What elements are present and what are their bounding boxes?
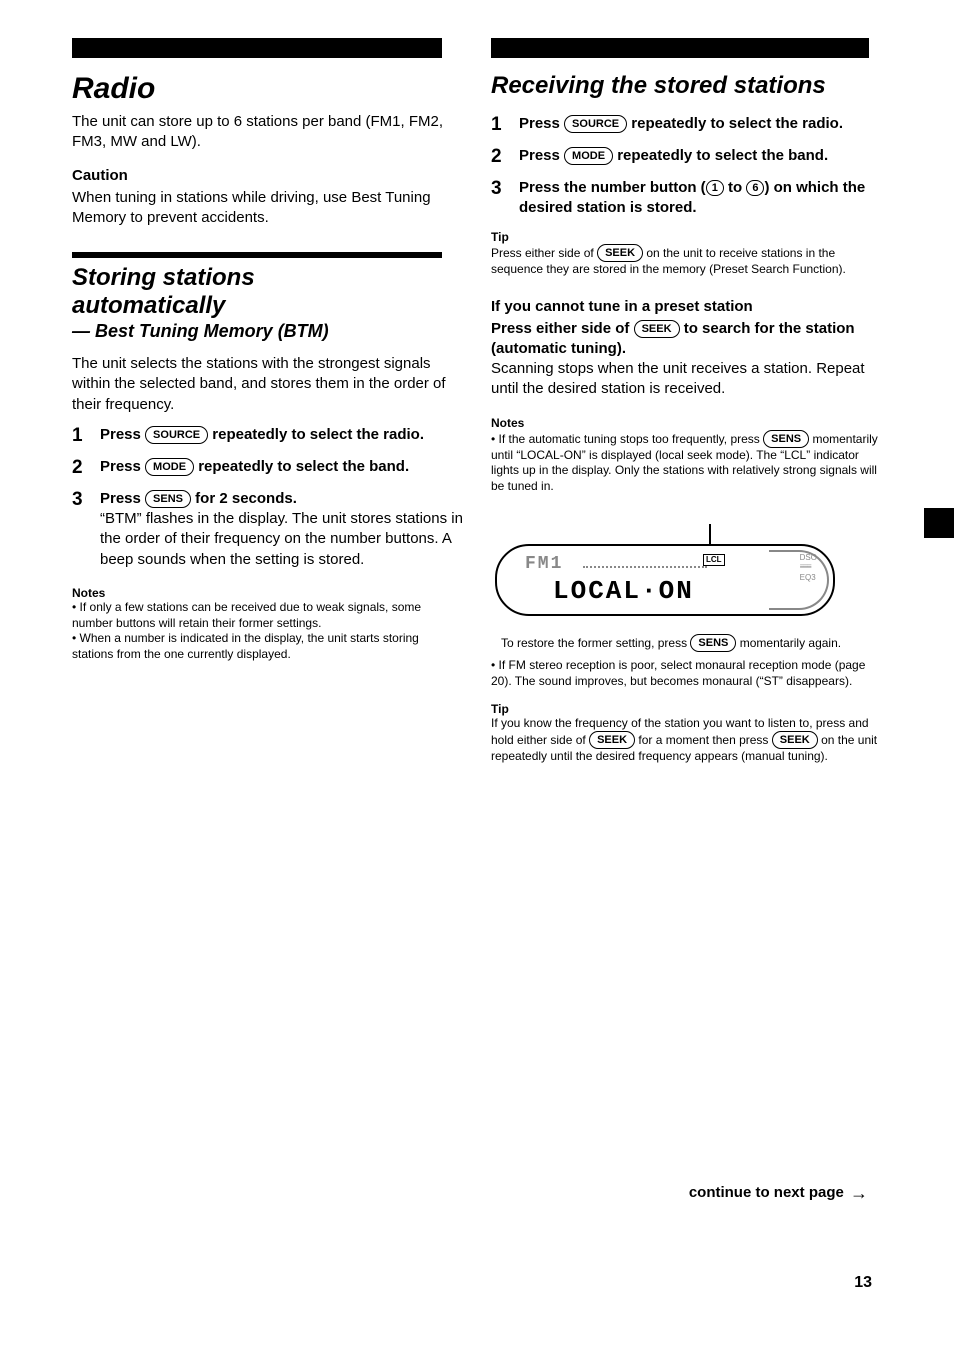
- step-2: 2 Press MODE repeatedly to select the ba…: [491, 146, 882, 168]
- step-number: 1: [72, 425, 100, 447]
- tip-heading: Tip: [491, 230, 882, 244]
- seek-button-label: SEEK: [634, 320, 680, 338]
- seek-button-label: SEEK: [589, 731, 635, 749]
- cannot-tune-heading: If you cannot tune in a preset station: [491, 298, 882, 315]
- tip-heading: Tip: [491, 702, 882, 716]
- btm-title: Storing stations automatically: [72, 264, 463, 319]
- caution-heading: Caution: [72, 167, 463, 184]
- number-1-label: 1: [706, 180, 724, 196]
- sens-button-label: SENS: [763, 430, 809, 448]
- note-item: • When a number is indicated in the disp…: [72, 631, 463, 662]
- step-body: Press the number button (1 to 6) on whic…: [519, 178, 882, 219]
- step-body: Press SENS for 2 seconds. “BTM” flashes …: [100, 489, 463, 570]
- step-number: 2: [491, 146, 519, 168]
- step-2: 2 Press MODE repeatedly to select the ba…: [72, 457, 463, 479]
- sens-button-label: SENS: [690, 634, 736, 652]
- step-body: Press SOURCE repeatedly to select the ra…: [100, 425, 463, 447]
- lcd-display: FM1 LCL LOCAL·ON DSO ≡≡≡ EQ3: [495, 544, 835, 616]
- lcd-main-text: LOCAL·ON: [553, 576, 694, 606]
- receiving-title: Receiving the stored stations: [491, 72, 882, 100]
- radio-title: Radio: [72, 72, 463, 106]
- left-header-bar: [72, 38, 442, 58]
- cannot-tune-body: Press either side of SEEK to search for …: [491, 319, 882, 400]
- notes-heading: Notes: [72, 586, 463, 600]
- note-sub: To restore the former setting, press SEN…: [491, 634, 882, 652]
- lcd-dots: [583, 566, 707, 568]
- step-number: 1: [491, 114, 519, 136]
- note-item: • If FM stereo reception is poor, select…: [491, 658, 882, 689]
- notes-heading: Notes: [491, 416, 882, 430]
- step-body: Press SOURCE repeatedly to select the ra…: [519, 114, 882, 136]
- step-3: 3 Press SENS for 2 seconds. “BTM” flashe…: [72, 489, 463, 570]
- intro-paragraph: The unit can store up to 6 stations per …: [72, 112, 463, 153]
- page-number: 13: [854, 1274, 872, 1292]
- step-number: 3: [72, 489, 100, 570]
- mode-button-label: MODE: [564, 147, 613, 165]
- lcd-fm-text: FM1: [525, 554, 563, 574]
- tip-body: Press either side of SEEK on the unit to…: [491, 244, 882, 278]
- note-item: • If only a few stations can be received…: [72, 600, 463, 631]
- tip-body: If you know the frequency of the station…: [491, 716, 882, 765]
- caution-body: When tuning in stations while driving, u…: [72, 188, 463, 229]
- arrow-right-icon: →: [850, 1183, 868, 1204]
- source-button-label: SOURCE: [564, 115, 627, 133]
- number-6-label: 6: [746, 180, 764, 196]
- thin-divider: [72, 252, 442, 258]
- lcd-lcl-indicator: LCL: [703, 554, 725, 566]
- right-header-bar: [491, 38, 869, 58]
- page-container: Radio The unit can store up to 6 station…: [0, 0, 954, 765]
- step-number: 2: [72, 457, 100, 479]
- note-item: • If the automatic tuning stops too freq…: [491, 430, 882, 495]
- step-1: 1 Press SOURCE repeatedly to select the …: [72, 425, 463, 447]
- lcd-side-labels: DSO ≡≡≡ EQ3: [800, 554, 817, 582]
- left-column: Radio The unit can store up to 6 station…: [72, 38, 463, 765]
- sens-button-label: SENS: [145, 490, 191, 508]
- step-number: 3: [491, 178, 519, 219]
- right-column: Receiving the stored stations 1 Press SO…: [491, 38, 882, 765]
- mode-button-label: MODE: [145, 458, 194, 476]
- step-body: Press MODE repeatedly to select the band…: [100, 457, 463, 479]
- step-3: 3 Press the number button (1 to 6) on wh…: [491, 178, 882, 219]
- btm-paragraph: The unit selects the stations with the s…: [72, 354, 463, 415]
- lcd-illustration: FM1 LCL LOCAL·ON DSO ≡≡≡ EQ3: [495, 524, 835, 616]
- step-1: 1 Press SOURCE repeatedly to select the …: [491, 114, 882, 136]
- step-body: Press MODE repeatedly to select the band…: [519, 146, 882, 168]
- source-button-label: SOURCE: [145, 426, 208, 444]
- continue-indicator: continue to next page →: [689, 1181, 868, 1202]
- seek-button-label: SEEK: [597, 244, 643, 262]
- side-tab: [924, 508, 954, 538]
- btm-subtitle: — Best Tuning Memory (BTM): [72, 321, 463, 342]
- seek-button-label: SEEK: [772, 731, 818, 749]
